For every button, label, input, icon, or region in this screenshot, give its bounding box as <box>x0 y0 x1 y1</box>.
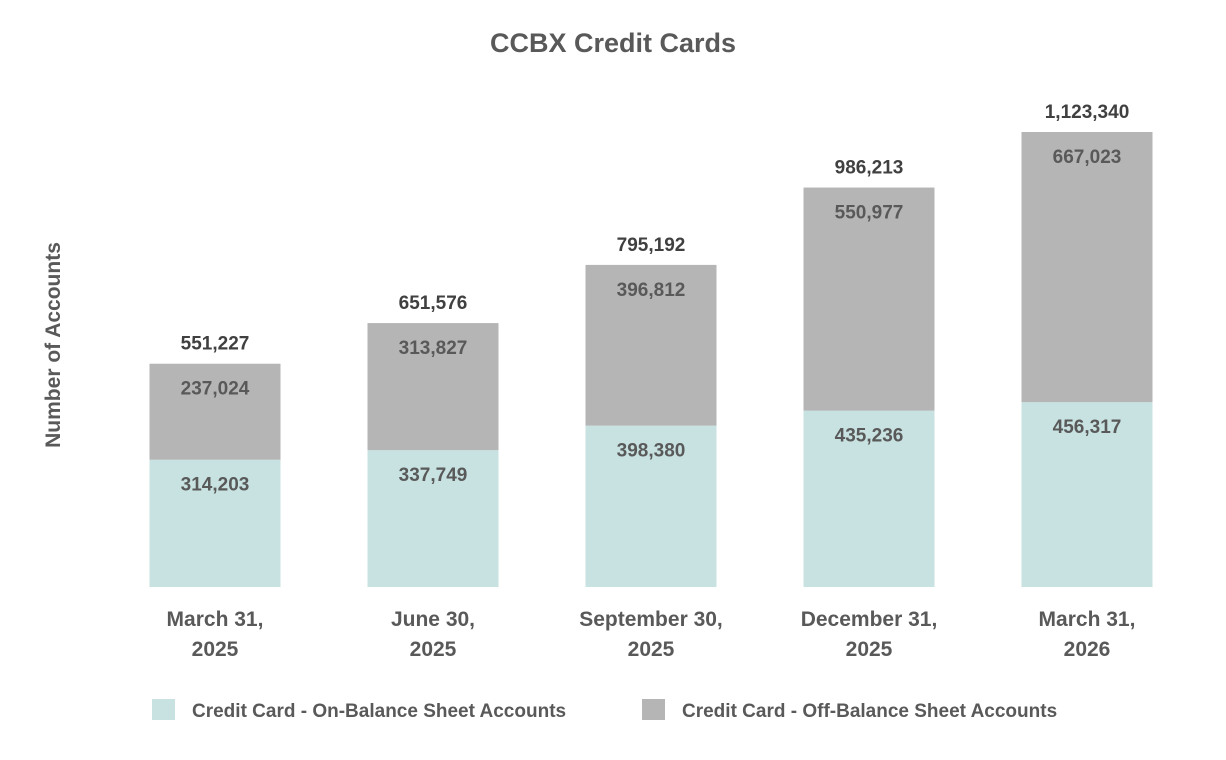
label-off-balance-1: 237,024 <box>181 379 250 400</box>
bar-off-balance-1 <box>149 363 281 460</box>
legend-label-off-balance: Credit Card - Off-Balance Sheet Accounts <box>682 701 1057 722</box>
category-label-3: September 30, 2025 <box>579 608 723 661</box>
legend-swatch-off-balance <box>642 699 665 720</box>
label-total-1: 551,227 <box>181 334 250 355</box>
labels-layer: 314,203 237,024 551,227 337,749 313,827 651,5… <box>181 102 1130 496</box>
label-off-balance-2: 313,827 <box>399 338 468 359</box>
label-off-balance-4: 550,977 <box>835 203 904 224</box>
label-on-balance-3: 398,380 <box>617 441 686 462</box>
bars-layer <box>149 132 1153 587</box>
label-total-5: 1,123,340 <box>1045 102 1130 123</box>
bar-off-balance-4 <box>803 187 935 411</box>
bar-on-balance-5 <box>1021 402 1153 587</box>
label-on-balance-2: 337,749 <box>399 465 468 486</box>
category-label-5: March 31, 2026 <box>1039 608 1136 661</box>
bar-on-balance-2 <box>367 450 499 587</box>
label-off-balance-5: 667,023 <box>1053 147 1122 168</box>
category-label-4: December 31, 2025 <box>801 608 938 661</box>
label-total-3: 795,192 <box>617 235 686 256</box>
bar-on-balance-3 <box>585 425 717 587</box>
bar-on-balance-4 <box>803 410 935 587</box>
category-label-1: March 31, 2025 <box>167 608 264 661</box>
legend-swatch-on-balance <box>152 699 175 720</box>
y-axis-label: Number of Accounts <box>42 242 65 448</box>
bar-on-balance-1 <box>149 459 281 587</box>
legend-label-on-balance: Credit Card - On-Balance Sheet Accounts <box>192 701 566 722</box>
chart-title: CCBX Credit Cards <box>490 28 736 58</box>
category-axis: March 31, 2025 June 30, 2025 September 30, 20… <box>167 608 1136 661</box>
label-off-balance-3: 396,812 <box>617 280 686 301</box>
bar-off-balance-2 <box>367 323 499 451</box>
label-on-balance-5: 456,317 <box>1053 417 1122 438</box>
legend: Credit Card - On-Balance Sheet Accounts C… <box>152 699 1057 722</box>
bar-off-balance-3 <box>585 264 717 426</box>
category-label-2: June 30, 2025 <box>391 608 475 661</box>
label-total-2: 651,576 <box>399 293 468 314</box>
label-on-balance-4: 435,236 <box>835 426 904 447</box>
bar-off-balance-5 <box>1021 132 1153 403</box>
label-on-balance-1: 314,203 <box>181 475 250 496</box>
label-total-4: 986,213 <box>835 158 904 179</box>
